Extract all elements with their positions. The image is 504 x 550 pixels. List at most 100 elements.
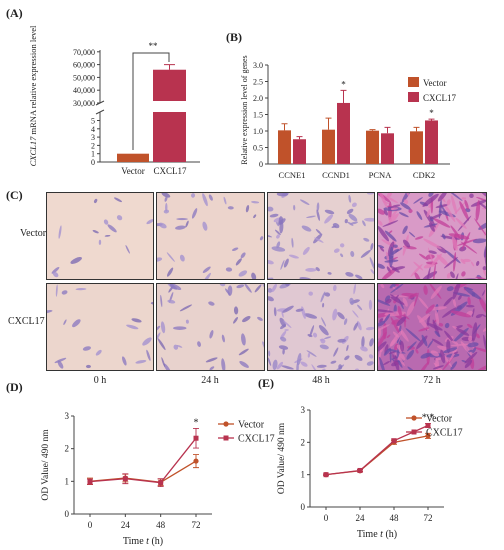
cell-shape	[415, 348, 419, 354]
cell-shape	[481, 313, 486, 318]
cell-shape	[278, 216, 284, 225]
chart-b-errorbar-vector	[413, 126, 420, 132]
cell-shape	[233, 306, 239, 315]
cell-shape	[402, 297, 408, 307]
chart-e-ytick-label: 1	[301, 470, 306, 480]
cell-shape	[378, 225, 389, 242]
cell-shape	[430, 213, 443, 220]
cell-shape	[221, 358, 226, 370]
chart-b-ytick-label: 3.0	[253, 61, 263, 70]
cell-shape	[475, 200, 481, 221]
cell-shape	[104, 234, 111, 237]
cell-shape	[315, 267, 320, 272]
cell-shape	[305, 268, 317, 272]
chart-b-xtick-label: CCNE1	[279, 170, 306, 180]
cell-shape	[343, 318, 348, 325]
cell-shape	[362, 220, 366, 227]
chart-b-bar-cxcl17	[293, 139, 306, 164]
cell-shape	[280, 259, 285, 270]
cell-shape	[428, 250, 437, 254]
cell-shape	[167, 299, 176, 304]
chart-d-xtick-label: 0	[88, 520, 93, 530]
cell-shape	[414, 236, 424, 240]
cell-shape	[161, 357, 166, 368]
cell-shape	[227, 206, 234, 210]
cell-shape	[390, 317, 401, 336]
cell-shape	[469, 193, 474, 199]
cell-shape	[460, 241, 478, 254]
chart-d-point-cxcl17	[193, 435, 199, 441]
cell-shape	[378, 341, 387, 353]
chart-b-xtick-label: PCNA	[369, 170, 393, 180]
cell-shape	[92, 229, 99, 234]
chart-e-legend-marker-cxcl17	[411, 429, 417, 435]
cell-shape	[483, 334, 486, 353]
cell-shape	[352, 310, 359, 318]
cell-shape	[95, 349, 102, 356]
chart-b-errorbar-cxcl17	[296, 136, 303, 140]
cell-shape	[468, 349, 473, 353]
cell-shape	[407, 341, 417, 352]
cell-shape	[390, 204, 401, 208]
cell-shape	[467, 323, 473, 329]
chart-b-ytick-label: 0.5	[253, 144, 263, 153]
cell-shape	[280, 324, 286, 330]
cell-shape	[299, 277, 312, 279]
cell-shape	[344, 355, 350, 361]
cell-shape	[276, 361, 284, 370]
cell-shape	[297, 353, 302, 366]
cell-shape	[370, 243, 374, 251]
cell-shape	[464, 351, 478, 364]
chart-b-errorbar-vector	[369, 129, 376, 131]
cell-shape	[291, 237, 294, 248]
panel-label-d: (D)	[6, 380, 23, 394]
cell-shape	[378, 321, 386, 327]
cell-shape	[288, 254, 299, 259]
cell-shape	[51, 266, 60, 274]
chart-b-legend-label-cxcl17: CXCL17	[423, 93, 457, 103]
cell-shape	[333, 347, 339, 357]
chart-e-point-vector	[425, 433, 431, 439]
cell-shape	[348, 213, 358, 222]
cell-shape	[276, 193, 289, 197]
cell-shape	[94, 198, 98, 204]
cell-shape	[450, 310, 472, 318]
cell-shape	[361, 336, 365, 348]
cell-shape	[160, 294, 163, 308]
cell-shape	[158, 222, 167, 229]
cell-shape	[446, 286, 454, 292]
cell-shape	[378, 245, 385, 249]
cell-shape	[370, 269, 374, 275]
cell-shape	[242, 315, 251, 323]
cell-shape	[47, 309, 53, 314]
cell-shape	[142, 337, 152, 346]
chart-a-xtick-label-vector: Vector	[121, 166, 145, 176]
cell-shape	[103, 219, 109, 225]
cell-shape	[405, 193, 410, 197]
cell-shape	[319, 338, 324, 341]
chart-d-point-cxcl17	[158, 480, 164, 486]
cell-shape	[420, 352, 432, 359]
cell-shape	[236, 284, 245, 289]
cell-shape	[430, 350, 440, 357]
chart-d-legend-marker-cxcl17	[223, 435, 229, 441]
cell-shape	[444, 330, 454, 342]
chart-d-point-cxcl17	[87, 479, 93, 485]
chart-e-ytick-label: 0	[301, 502, 306, 512]
cell-shape	[344, 219, 348, 224]
cell-shape	[311, 364, 319, 370]
cell-shape	[389, 284, 400, 289]
cell-shape	[209, 366, 215, 370]
cell-shape	[239, 360, 249, 368]
cell-shape	[431, 253, 442, 266]
cell-shape	[259, 236, 264, 241]
micrograph-cxcl17-0h	[46, 283, 154, 371]
micrograph-row-label-cxcl17: CXCL17	[8, 316, 45, 327]
micrograph-cxcl17-24h	[156, 283, 265, 371]
cell-shape	[450, 225, 461, 240]
cell-shape	[368, 299, 373, 310]
micrograph-col-label-72h: 72 h	[423, 375, 441, 386]
chart-d-xtick-label: 48	[156, 520, 166, 530]
chart-d-line-cxcl17	[89, 437, 197, 484]
chart-a-significance-bracket	[132, 52, 170, 150]
